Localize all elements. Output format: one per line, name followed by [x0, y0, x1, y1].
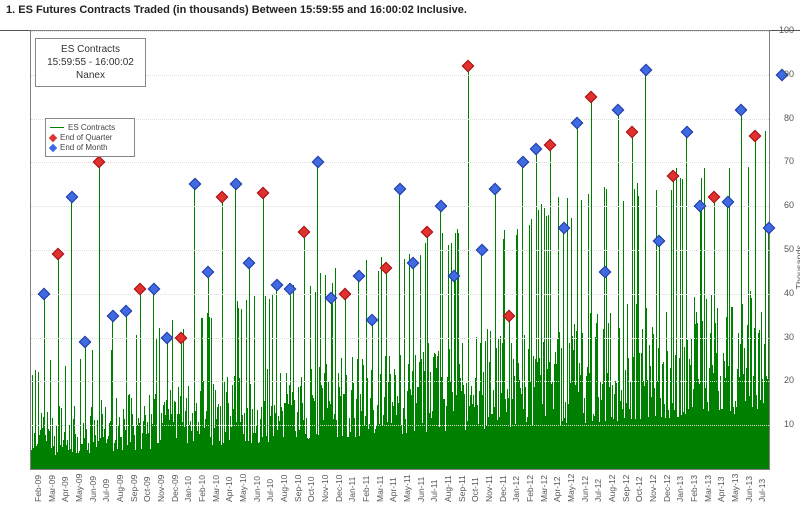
y-axis-label: Thousands [795, 245, 800, 290]
x-tick-label: Sep-10 [293, 475, 303, 502]
x-tick-label: Jan-11 [347, 477, 357, 502]
y-tick-label: 100 [779, 25, 794, 35]
x-tick-label: Oct-10 [306, 476, 316, 502]
x-tick-label: Jun-12 [580, 476, 590, 502]
x-tick-label: Jan-12 [511, 476, 521, 502]
y-tick-label: 90 [784, 69, 794, 79]
info-line-2: 15:59:55 - 16:00:02 [38, 56, 143, 69]
legend-diamond-red-icon [49, 133, 57, 141]
legend: ES Contracts End of Quarter End of Month [45, 118, 135, 157]
x-tick-label: Mar-09 [47, 475, 57, 502]
x-tick-label: Apr-09 [60, 476, 70, 502]
x-tick-label: May-10 [238, 474, 248, 502]
x-tick-label: Nov-12 [648, 475, 658, 502]
chart-area [30, 30, 770, 470]
x-tick-label: Sep-09 [129, 475, 139, 502]
y-axis: 102030405060708090100 [772, 30, 794, 470]
x-tick-label: Jun-13 [744, 476, 754, 502]
legend-diamond-blue-icon [49, 143, 57, 151]
x-tick-label: Feb-09 [33, 475, 43, 502]
legend-label: End of Month [60, 143, 108, 152]
x-tick-label: Aug-12 [607, 475, 617, 502]
x-tick-label: Mar-12 [539, 475, 549, 502]
x-tick-label: Aug-11 [443, 475, 453, 502]
y-tick-label: 80 [784, 113, 794, 123]
x-tick-label: Dec-09 [170, 475, 180, 502]
x-tick-label: Nov-11 [484, 475, 494, 502]
x-tick-label: Nov-10 [320, 475, 330, 502]
x-tick-label: Oct-09 [142, 476, 152, 502]
legend-label: End of Quarter [60, 133, 112, 142]
x-tick-label: Sep-12 [621, 475, 631, 502]
x-tick-label: Jul-09 [101, 479, 111, 502]
x-tick-label: Nov-09 [156, 475, 166, 502]
x-tick-label: Apr-13 [716, 476, 726, 502]
y-tick-label: 50 [784, 244, 794, 254]
x-tick-label: Jun-10 [252, 476, 262, 502]
legend-row-quarter: End of Quarter [50, 133, 130, 142]
x-tick-label: Jul-10 [265, 479, 275, 502]
info-line-3: Nanex [38, 69, 143, 82]
x-tick-label: Mar-10 [211, 475, 221, 502]
info-box: ES Contracts 15:59:55 - 16:00:02 Nanex [35, 38, 146, 87]
x-tick-label: Apr-11 [388, 477, 398, 502]
y-tick-label: 30 [784, 332, 794, 342]
x-tick-label: Jun-11 [416, 477, 426, 502]
x-tick-label: May-11 [402, 474, 412, 502]
y-tick-label: 20 [784, 375, 794, 385]
bar [768, 228, 769, 469]
x-tick-label: Oct-11 [470, 477, 480, 502]
x-tick-label: May-09 [74, 474, 84, 502]
y-tick-label: 60 [784, 200, 794, 210]
x-tick-label: Mar-11 [375, 476, 385, 502]
x-tick-label: Feb-13 [689, 475, 699, 502]
legend-row-contracts: ES Contracts [50, 123, 130, 132]
x-axis: Feb-09 Mar-09Apr-09 May-09 Jun-09Jul-09 Aug-… [30, 470, 770, 530]
x-tick-label: Apr-12 [552, 476, 562, 502]
x-tick-label: Dec-10 [334, 475, 344, 502]
x-tick-label: Sep-11 [457, 475, 467, 502]
x-tick-label: Oct-12 [634, 476, 644, 502]
bar [222, 197, 223, 469]
page: 1. ES Futures Contracts Traded (in thous… [0, 0, 800, 532]
y-tick-label: 40 [784, 288, 794, 298]
x-tick-label: Dec-11 [498, 475, 508, 502]
x-tick-label: Feb-10 [197, 475, 207, 502]
x-tick-label: Jul-11 [429, 479, 439, 502]
x-tick-label: Jul-12 [593, 479, 603, 502]
x-tick-label: Feb-11 [361, 476, 371, 502]
x-tick-label: Aug-10 [279, 475, 289, 502]
bar [317, 162, 318, 469]
legend-line-icon [50, 127, 64, 128]
y-tick-label: 10 [784, 419, 794, 429]
info-line-1: ES Contracts [38, 43, 143, 56]
x-tick-label: Apr-10 [224, 476, 234, 502]
y-tick-label: 70 [784, 156, 794, 166]
x-tick-label: May-12 [566, 474, 576, 502]
x-tick-label: Feb-12 [525, 475, 535, 502]
x-tick-label: May-13 [730, 474, 740, 502]
x-tick-label: Dec-12 [662, 475, 672, 502]
x-tick-label: Mar-13 [703, 475, 713, 502]
page-title: 1. ES Futures Contracts Traded (in thous… [6, 4, 467, 16]
x-tick-label: Jul-13 [757, 479, 767, 502]
legend-row-month: End of Month [50, 143, 130, 152]
x-tick-label: Jan-10 [183, 476, 193, 502]
x-tick-label: Jan-13 [675, 476, 685, 502]
x-tick-label: Aug-09 [115, 475, 125, 502]
legend-label: ES Contracts [68, 123, 115, 132]
x-tick-label: Jun-09 [88, 476, 98, 502]
